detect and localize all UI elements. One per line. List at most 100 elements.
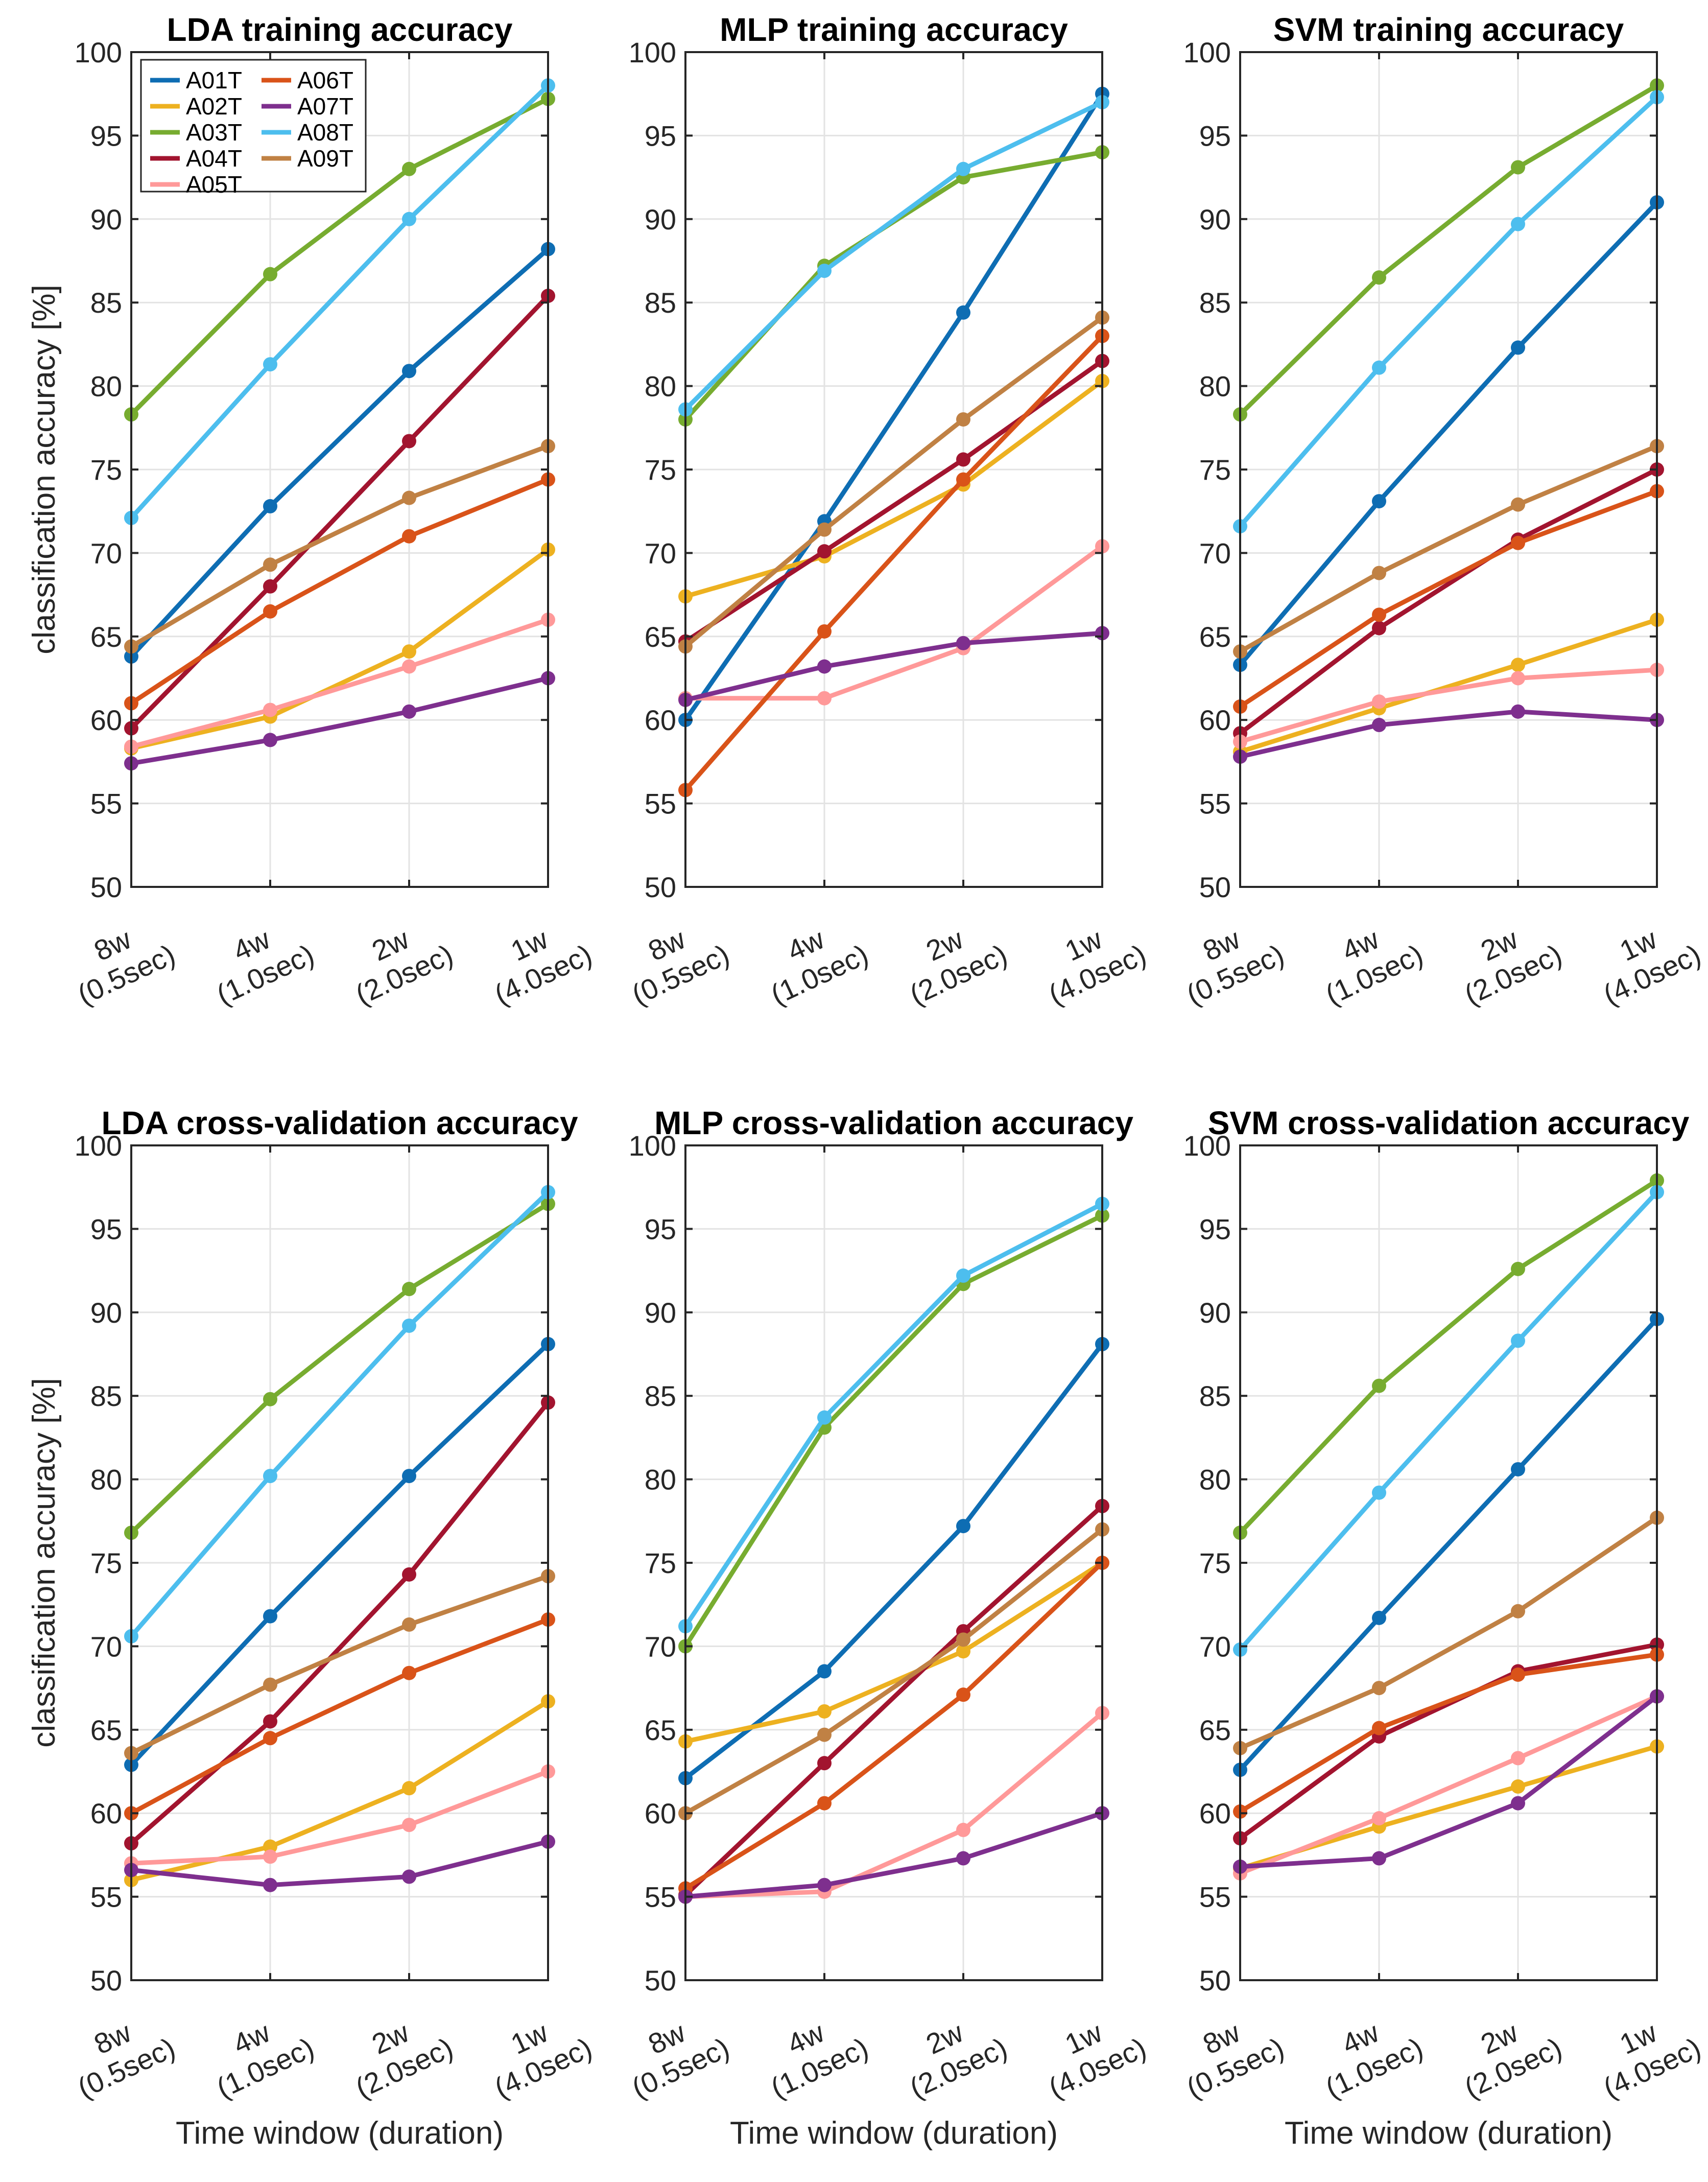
series-line-A02T (1238, 617, 1659, 754)
x-tick-label: 4w(1.0sec) (1307, 2002, 1428, 2104)
y-tick-label: 90 (645, 1297, 676, 1329)
x-tick-label: 1w(4.0sec) (476, 2002, 597, 2104)
y-tick-label: 55 (645, 1881, 676, 1913)
y-tick-label: 70 (90, 1630, 122, 1662)
data-point-A08T (263, 1469, 277, 1484)
data-point-A09T (956, 1632, 970, 1647)
data-point-A01T (402, 364, 416, 379)
y-tick-label: 55 (1199, 1881, 1231, 1913)
panel-4: LDA cross-validation accuracy 50 55 60 65 70 7… (27, 1105, 597, 2151)
data-point-A06T (817, 1796, 832, 1811)
y-tick-label: 80 (645, 1464, 676, 1496)
y-tick-label: 85 (1199, 287, 1231, 319)
legend: A01T A06T A02T A07T A03T A08T A04T A09T A05T (140, 59, 367, 198)
y-tick-label: 90 (1199, 1297, 1231, 1329)
series-line-A05T (683, 544, 1105, 701)
y-tick-label: 50 (1199, 871, 1231, 903)
data-point-A05T (956, 1822, 970, 1837)
y-tick-label: 75 (1199, 1547, 1231, 1579)
y-tick-label: 100 (75, 36, 122, 68)
data-point-A08T (1372, 360, 1386, 375)
series-line-A08T (1238, 95, 1659, 529)
data-point-A08T (956, 161, 970, 176)
data-point-A04T (817, 1756, 832, 1771)
data-point-A06T (402, 1665, 416, 1680)
y-tick-label: 60 (645, 704, 676, 736)
series-line-A05T (683, 1710, 1105, 1899)
data-point-A08T (1511, 217, 1525, 231)
y-tick-label: 80 (1199, 370, 1231, 403)
series-line-A09T (683, 1527, 1105, 1816)
data-point-A01T (263, 1609, 277, 1624)
data-point-A04T (402, 434, 416, 449)
series-line-A07T (129, 1839, 551, 1888)
x-tick-label: 8w(0.5sec) (59, 908, 180, 1011)
series-line-A06T (683, 1560, 1105, 1891)
data-point-A05T (1372, 694, 1386, 709)
data-point-A05T (817, 691, 832, 706)
data-point-A03T (263, 267, 277, 281)
y-tick-label: 75 (645, 1547, 676, 1579)
data-point-A08T (1372, 1485, 1386, 1500)
series-line-A06T (1238, 1652, 1659, 1814)
series-line-A06T (1238, 488, 1659, 709)
data-point-A07T (817, 1878, 832, 1892)
data-point-A05T (1372, 1811, 1386, 1826)
y-tick-label: 85 (90, 287, 122, 319)
y-tick-label: 80 (90, 370, 122, 403)
data-point-A04T (263, 579, 277, 594)
series-line-A04T (683, 1504, 1105, 1897)
data-point-A01T (402, 1469, 416, 1484)
y-tick-label: 95 (90, 1213, 122, 1245)
panel-6: SVM cross-validation accuracy 50 55 60 65 70 7… (1181, 1105, 1705, 2151)
data-point-A03T (402, 161, 416, 176)
data-point-A08T (402, 1318, 416, 1333)
data-point-A06T (263, 604, 277, 619)
y-tick-label: 65 (90, 1714, 122, 1746)
y-tick-label: 70 (1199, 537, 1231, 569)
x-tick-label: 8w(0.5sec) (1168, 908, 1289, 1011)
data-point-A06T (402, 529, 416, 544)
data-point-A08T (402, 212, 416, 226)
y-tick-label: 75 (90, 454, 122, 486)
y-tick-label: 50 (1199, 1964, 1231, 1997)
x-axis-label: Time window (duration) (176, 2116, 504, 2151)
x-tick-label: 4w(1.0sec) (198, 2002, 319, 2104)
data-point-A04T (1372, 621, 1386, 636)
series-line-A06T (683, 334, 1105, 792)
legend-label-A04T: A04T (186, 145, 242, 172)
x-tick-label: 2w(2.0sec) (337, 908, 458, 1011)
legend-label-A05T: A05T (186, 171, 242, 198)
data-point-A07T (956, 1851, 970, 1866)
y-axis-label: classification accuracy [%] (27, 1378, 62, 1748)
data-point-A02T (402, 1781, 416, 1796)
series-line-A09T (1238, 1515, 1659, 1751)
x-tick-label: 1w(4.0sec) (1030, 908, 1151, 1011)
data-point-A05T (263, 702, 277, 717)
y-tick-label: 95 (1199, 120, 1231, 152)
data-point-A09T (263, 1677, 277, 1692)
series-line-A04T (129, 1400, 551, 1846)
data-point-A07T (402, 704, 416, 719)
data-point-A03T (1372, 270, 1386, 285)
data-point-A06T (956, 1687, 970, 1702)
x-axis-label: Time window (duration) (730, 2116, 1058, 2151)
panel-title: LDA training accuracy (167, 11, 513, 48)
y-tick-label: 60 (90, 704, 122, 736)
y-tick-label: 100 (75, 1130, 122, 1162)
data-point-A09T (1511, 497, 1525, 512)
y-tick-label: 55 (90, 788, 122, 820)
y-tick-label: 95 (645, 120, 676, 152)
data-point-A03T (1372, 1378, 1386, 1393)
y-tick-label: 65 (1199, 621, 1231, 653)
series-line-A01T (1238, 200, 1659, 667)
y-tick-label: 60 (90, 1797, 122, 1829)
data-point-A09T (402, 490, 416, 505)
data-point-A09T (263, 557, 277, 572)
y-tick-label: 65 (645, 621, 676, 653)
series-line-A06T (129, 1617, 551, 1816)
data-point-A03T (402, 1282, 416, 1297)
x-tick-label: 1w(4.0sec) (1584, 2002, 1705, 2104)
series-line-A08T (129, 83, 551, 521)
